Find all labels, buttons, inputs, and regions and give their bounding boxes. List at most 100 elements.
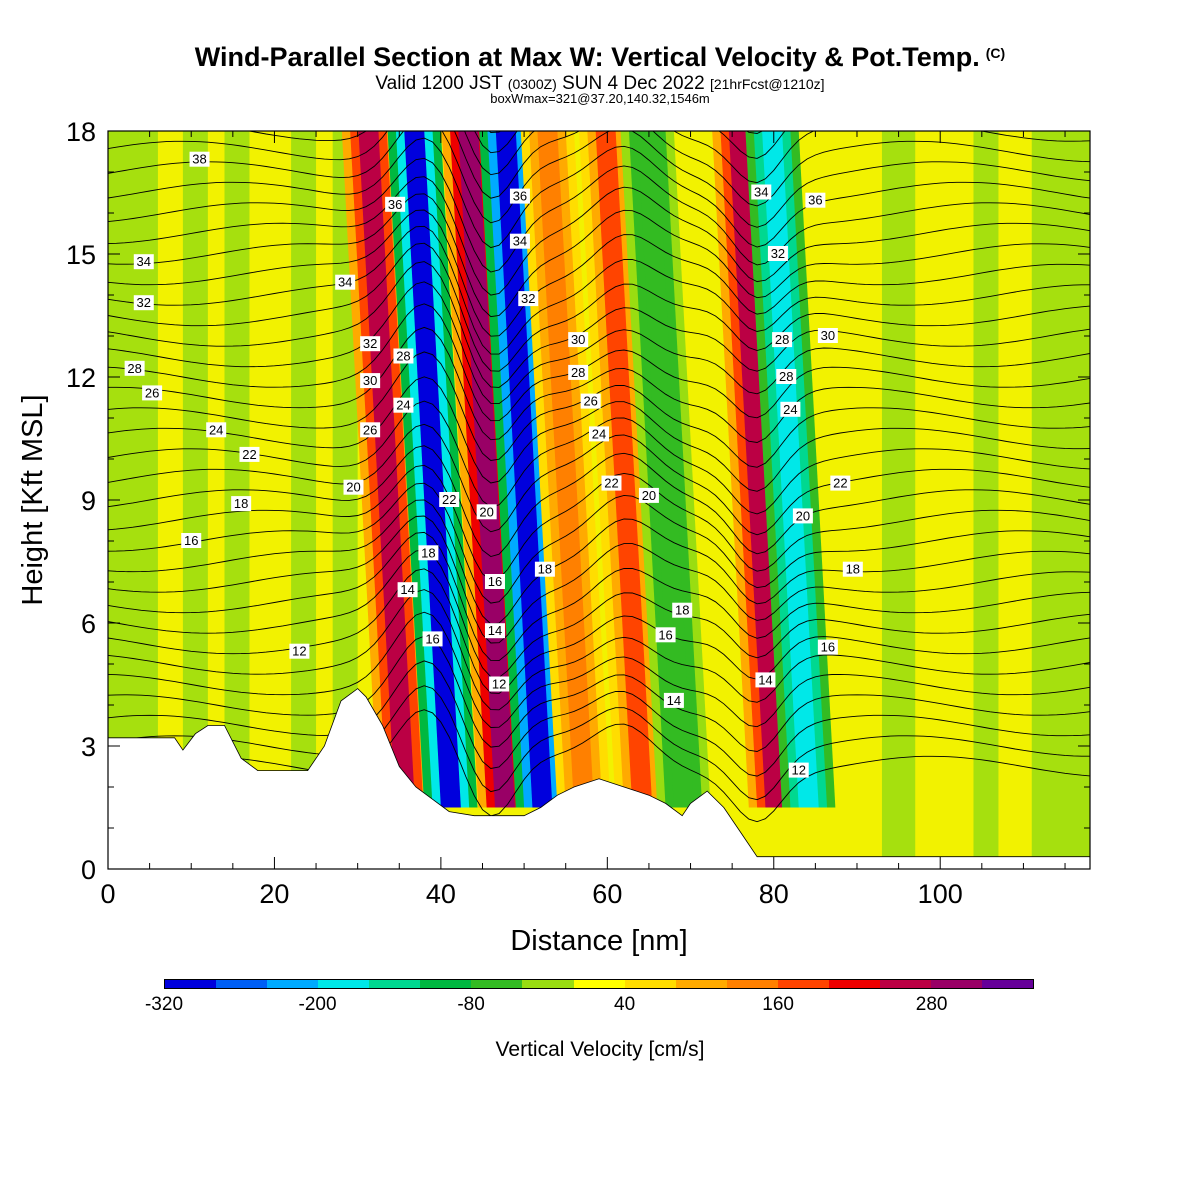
contour-label-bg — [767, 246, 788, 261]
contour-label-text: 12 — [492, 677, 506, 692]
theta-contour-label: 28 — [568, 364, 589, 380]
theta-contour-line — [108, 531, 1090, 662]
contour-label-bg — [655, 627, 676, 643]
contour-label-bg — [780, 401, 801, 417]
contour-label-text: 28 — [779, 369, 793, 384]
contour-label-text: 20 — [346, 480, 360, 495]
theta-contour-label: 38 — [189, 151, 210, 167]
theta-contour-label: 34 — [509, 233, 530, 249]
theta-contour-line — [108, 326, 1090, 443]
contour-label-bg — [601, 475, 622, 491]
contour-label-text: 24 — [783, 402, 797, 417]
theta-contour-label: 22 — [239, 446, 260, 462]
theta-contour-label: 26 — [142, 385, 163, 401]
y-axis-label: Height [Kft MSL] — [17, 394, 49, 605]
theta-contour-line — [108, 589, 1090, 711]
x-tick-label: 0 — [100, 879, 115, 909]
theta-contour-label: 12 — [489, 676, 510, 692]
theta-contour-label: 16 — [655, 627, 676, 643]
theta-contour-line — [108, 225, 1090, 355]
contour-label-text: 16 — [488, 574, 502, 589]
field-stripe — [291, 131, 317, 869]
contour-label-bg — [335, 274, 356, 290]
contour-label-bg — [360, 422, 381, 438]
valid-time-line: Valid 1200 JST (0300Z) SUN 4 Dec 2022 [2… — [0, 73, 1200, 95]
theta-contour-label: 32 — [360, 336, 381, 352]
contour-label-bg — [672, 602, 693, 618]
contour-label-bg — [360, 336, 381, 352]
theta-contour-line — [488, 131, 764, 134]
theta-contour-label: 22 — [830, 475, 851, 491]
y-tick-label: 15 — [66, 240, 96, 270]
theta-contour-label: 14 — [663, 692, 684, 708]
colorbar-segment — [471, 980, 523, 988]
theta-contour-label: 18 — [672, 602, 693, 618]
colorbar-segment — [573, 980, 625, 988]
contour-label-text: 18 — [421, 545, 435, 560]
contour-label-text: 36 — [513, 189, 527, 204]
contour-label-bg — [181, 533, 202, 548]
theta-contour-label: 36 — [509, 188, 530, 204]
contour-label-text: 32 — [771, 246, 785, 261]
theta-contour-label: 20 — [343, 479, 364, 495]
contour-label-text: 20 — [479, 504, 493, 519]
theta-contour-label: 26 — [580, 393, 601, 409]
velocity-band — [404, 131, 461, 808]
colorbar-segment — [726, 980, 778, 988]
theta-contour-line — [108, 176, 1090, 296]
theta-contour-line — [108, 209, 1090, 337]
theta-contour-label: 32 — [133, 295, 154, 311]
contour-label-text: 20 — [796, 508, 810, 523]
contour-label-text: 22 — [604, 476, 618, 491]
contour-label-bg — [509, 233, 530, 249]
contour-label-bg — [776, 369, 797, 384]
colorbar-label: 280 — [915, 994, 948, 1015]
colorbar-label: -320 — [144, 994, 184, 1015]
x-tick-label: 100 — [918, 879, 963, 909]
theta-contour-line — [108, 635, 1090, 752]
contour-label-text: 28 — [775, 332, 789, 347]
contour-label-bg — [418, 545, 439, 561]
contour-label-bg — [397, 582, 418, 598]
theta-contour-label: 16 — [181, 533, 202, 548]
contour-label-text: 14 — [758, 672, 772, 687]
theta-contour-label: 30 — [360, 373, 381, 389]
theta-contour-line — [108, 611, 1090, 728]
contour-label-bg — [484, 574, 505, 589]
contour-label-bg — [393, 397, 414, 413]
theta-contour-label: 30 — [817, 328, 838, 343]
theta-contour-label: 14 — [755, 672, 776, 688]
theta-contour-line — [108, 193, 1090, 318]
box-info: boxWmax=321@37.20,140.32,1546m — [490, 91, 710, 106]
theta-contour-label: 14 — [484, 623, 505, 639]
valid-prefix: Valid 1200 JST — [375, 73, 503, 94]
theta-contour-line — [108, 499, 1090, 625]
theta-contour-line — [108, 515, 1090, 644]
contour-label-bg — [343, 479, 364, 495]
contour-label-text: 26 — [583, 394, 597, 409]
theta-contour-line — [108, 400, 1090, 515]
contour-label-text: 14 — [400, 582, 414, 597]
contour-label-bg — [385, 196, 406, 212]
theta-contour-label: 24 — [393, 397, 414, 413]
velocity-band — [537, 131, 595, 808]
theta-contour-label: 34 — [335, 274, 356, 290]
colorbar-label: 40 — [614, 994, 636, 1015]
terrain — [107, 688, 1091, 870]
contour-label-bg — [663, 692, 684, 708]
x-tick-label: 60 — [592, 879, 622, 909]
theta-contour-label: 16 — [484, 574, 505, 589]
contour-label-text: 26 — [145, 385, 159, 400]
contour-label-text: 34 — [513, 234, 527, 249]
contour-label-text: 16 — [658, 627, 672, 642]
contour-label-bg — [788, 762, 809, 778]
contour-label-bg — [509, 188, 530, 204]
field-stripe — [973, 131, 999, 869]
theta-contour-line — [108, 549, 1090, 678]
contour-label-text: 22 — [242, 447, 256, 462]
theta-contour-label: 16 — [422, 631, 443, 647]
contour-label-text: 34 — [338, 275, 352, 290]
contour-label-bg — [422, 631, 443, 647]
colorbar-segment — [828, 980, 880, 988]
colorbar-segment — [675, 980, 727, 988]
